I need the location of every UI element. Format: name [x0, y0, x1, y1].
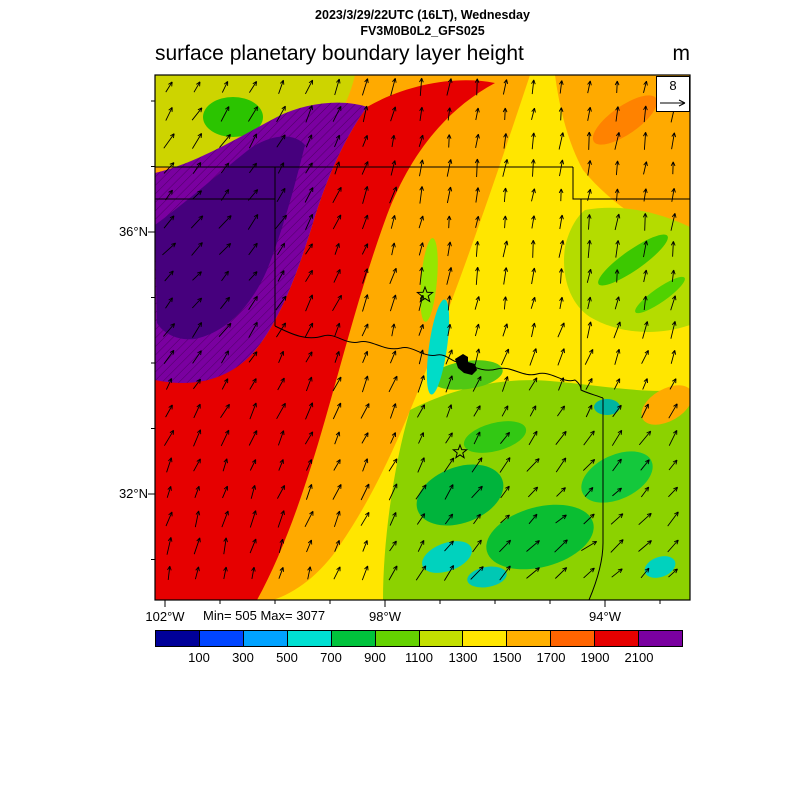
field-region-se-green-2 — [486, 504, 594, 570]
field-region-nw-red — [155, 80, 495, 600]
wind-reference-arrow-icon — [660, 99, 686, 107]
colorbar-labels: 100 300 500 700 900 1100 1300 1500 1700 1900 2100 — [155, 650, 683, 666]
location-star — [451, 443, 469, 459]
field-region-center-green-sliver — [420, 238, 438, 322]
colorbar-cell — [155, 630, 200, 647]
colorbar-tick-label: 2100 — [624, 650, 654, 665]
colorbar-tick-label: 1900 — [580, 650, 610, 665]
colorbar-cell — [594, 630, 640, 647]
colorbar-tick-label: 1300 — [448, 650, 478, 665]
timestamp-line: 2023/3/29/22UTC (16LT), Wednesday — [315, 8, 530, 22]
colorbar-cell — [638, 630, 684, 647]
colorbar-cell — [242, 630, 288, 647]
wind-reference-value: 8 — [669, 78, 677, 93]
colorbar-tick-label: 100 — [188, 650, 210, 665]
location-star — [416, 285, 434, 303]
map-frame — [154, 74, 691, 601]
field-region-se-cyan-1 — [422, 541, 472, 573]
field-region-green-spot-1 — [203, 97, 263, 137]
map-area — [148, 74, 691, 607]
field-region-se-green-4 — [463, 421, 527, 453]
field-region-east-ok-green-streak-2 — [635, 276, 685, 314]
colorbar-tick-label: 1700 — [536, 650, 566, 665]
lake-texoma — [455, 354, 477, 375]
lat-axis-label: 32°N — [118, 486, 148, 501]
colorbar-tick-label: 500 — [276, 650, 298, 665]
plot-title: surface planetary boundary layer height — [155, 42, 524, 65]
pbl-contour-map — [148, 74, 691, 607]
pbl-field — [155, 75, 690, 600]
field-region-right-edge-orange — [641, 385, 690, 425]
lon-axis-label: 98°W — [369, 609, 401, 624]
units-label: m — [672, 42, 691, 65]
colorbar-cell — [506, 630, 552, 647]
lat-axis-label: 36°N — [118, 224, 148, 239]
model-line: FV3M0B0L2_GFS025 — [360, 24, 485, 38]
colorbar — [155, 630, 684, 647]
colorbar-cell — [286, 630, 332, 647]
colorbar-cell — [374, 630, 420, 647]
lon-axis-label: 94°W — [589, 609, 621, 624]
wind-vectors — [162, 77, 679, 581]
colorbar-tick-label: 900 — [364, 650, 386, 665]
field-region-se-green-1 — [416, 464, 504, 526]
field-region-se-cyan-3 — [644, 556, 676, 578]
colorbar-tick-label: 700 — [320, 650, 342, 665]
lon-axis-label: 102°W — [145, 609, 185, 624]
colorbar-cell — [462, 630, 508, 647]
colorbar-tick-label: 300 — [232, 650, 254, 665]
colorbar-tick-label: 1100 — [405, 650, 433, 665]
axis-ticks — [148, 100, 661, 607]
colorbar-cell — [198, 630, 244, 647]
field-region-se-cyan-2 — [467, 566, 507, 588]
minmax-label: Min= 505 Max= 3077 — [203, 608, 326, 623]
field-region-se-teal-1 — [594, 399, 620, 415]
wind-reference-box: 8 — [656, 76, 690, 112]
colorbar-tick-label: 1500 — [492, 650, 522, 665]
field-region-se-green-3 — [581, 451, 653, 503]
colorbar-cell — [418, 630, 464, 647]
colorbar-cell — [550, 630, 596, 647]
field-region-purple-core — [155, 136, 305, 340]
colorbar-cell — [330, 630, 376, 647]
field-region-center-cyan-sliver — [426, 299, 450, 395]
field-region-top-right-dark-orange — [592, 95, 658, 145]
